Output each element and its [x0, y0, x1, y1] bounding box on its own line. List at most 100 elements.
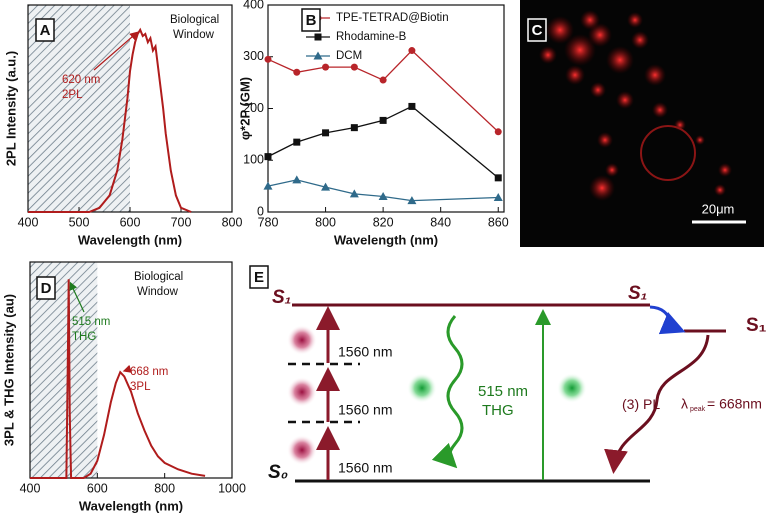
annotation: Window	[137, 286, 179, 298]
series-line	[28, 27, 192, 213]
point	[321, 182, 331, 191]
pump-label: 1560 nm	[338, 402, 392, 418]
panel-label: E	[254, 269, 264, 286]
point	[293, 138, 301, 146]
image-panel: C 20μm	[520, 0, 764, 247]
point	[494, 128, 502, 136]
photon	[287, 325, 317, 355]
cell-signal	[539, 10, 732, 201]
annotation: 620 nm	[62, 74, 100, 86]
point	[263, 181, 273, 190]
x-tick-label: 860	[488, 215, 509, 229]
x-tick-label: 780	[258, 215, 279, 229]
point	[379, 116, 387, 124]
point	[408, 47, 416, 55]
annotation: 2PL	[62, 89, 83, 101]
y-tick-label: 0	[257, 204, 264, 218]
panel-label-box	[301, 8, 321, 32]
point	[350, 63, 358, 71]
photon	[407, 373, 437, 403]
x-axis-title: Wavelength (nm)	[79, 498, 183, 513]
annotation: Window	[173, 29, 215, 41]
y-axis-title: φ*2P (GM)	[237, 77, 252, 140]
panel-label-box	[36, 276, 56, 300]
scale-bar-label: 20μm	[702, 201, 735, 216]
point	[293, 68, 301, 76]
x-tick-label: 1000	[218, 481, 246, 495]
x-axis-title: Wavelength (nm)	[78, 232, 182, 247]
thg-arrow	[431, 315, 464, 469]
thg-label: THG	[482, 402, 514, 419]
thg-label: 515 nm	[478, 383, 528, 400]
legend-label: Rhodamine-B	[336, 31, 407, 43]
pl-arrow	[604, 334, 710, 474]
pl-value: = 668nm	[707, 396, 762, 412]
panel-label-box	[249, 265, 269, 289]
charts: 400 500 600 700 800 Wavelength (nm) 2PL Intens…	[1, 0, 508, 513]
level-label: S₁	[628, 283, 647, 304]
level-label: S₁	[272, 287, 291, 308]
y-tick-label: 200	[243, 101, 264, 115]
panel-label: B	[306, 12, 317, 29]
annotation-arrow	[93, 31, 139, 71]
x-tick-label: 600	[120, 215, 141, 229]
x-tick-label: 700	[171, 215, 192, 229]
y-tick-label: 100	[243, 153, 264, 167]
annotation: 3PL	[130, 381, 151, 393]
legend-label: DCM	[336, 50, 362, 62]
relaxation-arrow	[649, 305, 686, 335]
point	[407, 196, 417, 205]
x-tick-label: 820	[373, 215, 394, 229]
point	[292, 175, 302, 184]
panel-label: A	[40, 22, 51, 39]
legend-marker	[314, 33, 322, 41]
x-tick-label: 600	[87, 481, 108, 495]
annotation: 668 nm	[130, 366, 168, 378]
y-axis-title: 2PL Intensity (a.u.)	[3, 51, 18, 166]
point	[378, 191, 388, 200]
legend-label: TPE-TETRAD@Biotin	[336, 12, 449, 24]
legend-marker	[313, 51, 323, 60]
point	[264, 55, 272, 63]
y-tick-label: 300	[243, 49, 264, 63]
x-tick-label: 400	[18, 215, 39, 229]
photon	[287, 435, 317, 465]
panel-label-box	[527, 18, 547, 42]
pump-label: 1560 nm	[338, 344, 392, 360]
pl-lambda: λ	[681, 396, 688, 412]
level-label: S₁	[746, 315, 766, 336]
y-axis-title: 3PL & THG Intensity (au)	[1, 294, 16, 446]
pump-label: 1560 nm	[338, 460, 392, 476]
point	[379, 76, 387, 84]
point	[322, 63, 330, 71]
point	[494, 174, 502, 182]
cell-ring	[640, 125, 696, 181]
panel-label-box	[35, 18, 55, 42]
photon	[557, 373, 587, 403]
x-tick-label: 800	[222, 215, 243, 229]
x-tick-label: 840	[430, 215, 451, 229]
y-tick-label: 400	[243, 0, 264, 11]
x-axis-title: Wavelength (nm)	[334, 232, 438, 247]
pl-text: (3) PL	[622, 396, 660, 412]
point	[408, 102, 416, 110]
x-tick-label: 400	[20, 481, 41, 495]
point	[264, 153, 272, 161]
annotation-arrow	[122, 364, 132, 373]
annotation: 515 nm	[72, 316, 110, 328]
pl-lambda-sub: peak	[690, 406, 706, 413]
panel-label: C	[532, 22, 543, 39]
panel-label: D	[41, 280, 52, 297]
point	[322, 129, 330, 137]
pl-label: (3) PL	[622, 396, 660, 412]
level-label: S₀	[268, 462, 288, 483]
x-tick-label: 500	[69, 215, 90, 229]
plot-frame	[29, 261, 233, 479]
x-tick-label: 800	[315, 215, 336, 229]
point	[493, 193, 503, 202]
annotation: Biological	[134, 271, 183, 283]
photon	[287, 377, 317, 407]
annotation-arrow	[69, 281, 85, 313]
x-tick-label: 800	[154, 481, 175, 495]
